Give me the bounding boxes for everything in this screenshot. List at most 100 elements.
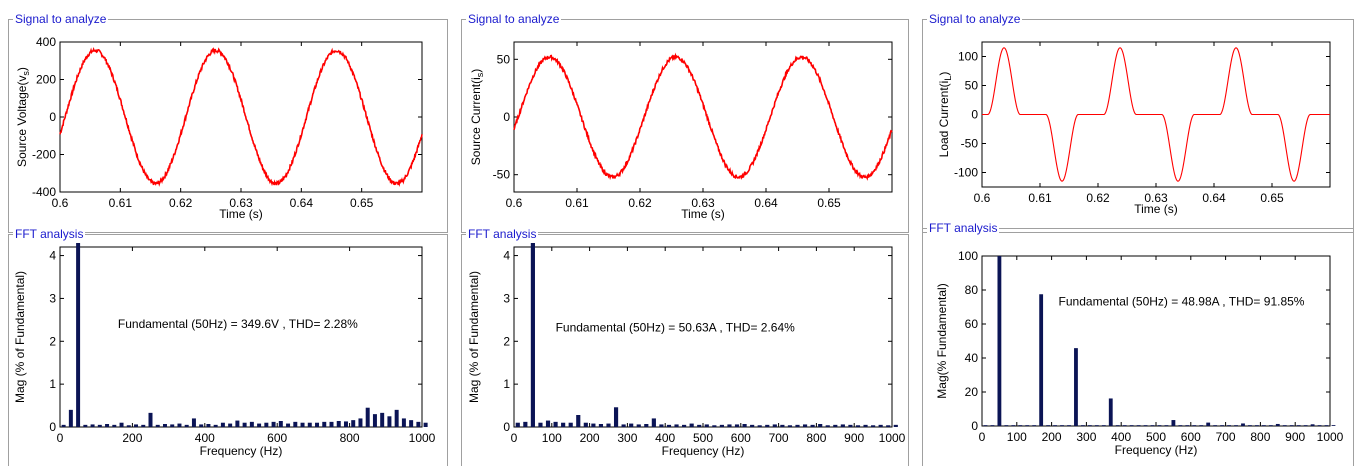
y-tick-label: 0 — [49, 420, 56, 434]
harmonic-bar — [162, 424, 167, 427]
harmonic-bar — [1164, 425, 1169, 426]
harmonic-bar — [170, 424, 175, 427]
harmonic-bar — [810, 424, 815, 427]
harmonic-bar — [68, 409, 73, 427]
harmonic-bar — [855, 425, 861, 427]
harmonic-bar — [126, 425, 131, 427]
y-tick-label: 2 — [49, 334, 56, 348]
time-chart: 0.6 0.61 0.62 0.63 0.64 0.65 100 50 0 -50 -100 Time… — [937, 41, 1331, 216]
harmonic-bar — [636, 424, 641, 427]
x-tick-label: 0.63 — [1144, 191, 1168, 205]
x-tick-label: 0.65 — [1260, 191, 1284, 205]
harmonic-bar — [271, 421, 276, 427]
harmonic-bar — [674, 424, 679, 427]
harmonic-bar — [329, 421, 334, 427]
harmonic-bar — [1025, 425, 1030, 426]
fft-title: FFT analysis — [13, 227, 86, 241]
x-tick-label: 800 — [806, 431, 826, 445]
harmonic-bar — [659, 424, 664, 427]
harmonic-bar — [249, 421, 254, 427]
harmonic-bar — [621, 424, 626, 427]
harmonic-bar — [141, 424, 146, 427]
y-tick-label: 1 — [503, 377, 510, 391]
harmonic-bar — [1094, 425, 1099, 426]
harmonic-bar — [1331, 425, 1336, 426]
x-tick-label: 200 — [122, 431, 142, 445]
harmonic-bar — [213, 424, 218, 427]
y-axis-label-end: ) — [937, 72, 951, 76]
harmonic-bar — [863, 424, 868, 427]
x-tick-label: 800 — [1250, 430, 1270, 444]
harmonic-bar — [651, 418, 656, 427]
x-tick-label: 900 — [1285, 430, 1305, 444]
harmonic-bar — [105, 424, 110, 427]
x-tick-label: 0 — [511, 431, 518, 445]
time-chart: 0.6 0.61 0.62 0.63 0.64 0.65 50 0 -50 Time (s) Sou… — [469, 41, 893, 221]
harmonic-bar — [1046, 425, 1051, 426]
x-tick-label: 200 — [580, 431, 600, 445]
harmonic-bar — [1296, 425, 1301, 426]
y-axis-label-end: ) — [469, 69, 483, 73]
harmonic-bar — [871, 425, 876, 427]
harmonic-bar — [734, 424, 740, 427]
harmonic-bar — [848, 424, 853, 427]
y-tick-label: 0 — [503, 110, 510, 124]
harmonic-bar — [97, 424, 102, 427]
y-axis-label-end: ) — [15, 67, 29, 71]
harmonic-bar — [423, 422, 428, 427]
harmonic-bar — [750, 424, 755, 427]
y-tick-label: -100 — [954, 166, 978, 180]
harmonic-bar — [787, 425, 793, 427]
harmonic-bar — [833, 424, 838, 427]
harmonic-bar — [372, 414, 377, 427]
harmonic-bar — [780, 424, 785, 427]
harmonic-bar — [394, 409, 399, 427]
harmonic-bar — [351, 420, 356, 427]
x-tick-label: 0.65 — [350, 196, 374, 210]
harmonic-bar — [134, 424, 139, 427]
harmonic-bar — [191, 418, 196, 427]
y-tick-label: -50 — [961, 137, 979, 151]
y-axis-label-sub: s — [475, 72, 485, 77]
y-tick-label: 0 — [49, 110, 56, 124]
harmonic-bar — [206, 424, 211, 427]
harmonic-bar — [257, 423, 262, 427]
y-axis-label: Load Current(iL) — [937, 72, 953, 158]
waveform-line — [982, 47, 1330, 182]
harmonic-bar — [1282, 425, 1287, 426]
panel-1-signal-group: Signal to analyze — [8, 12, 448, 233]
harmonic-bar — [772, 424, 777, 427]
harmonic-bar — [293, 421, 298, 427]
harmonic-bar — [990, 425, 995, 426]
harmonic-bar — [401, 418, 406, 427]
harmonic-bar — [61, 424, 66, 427]
harmonic-bar — [1108, 398, 1113, 426]
harmonic-bar — [148, 412, 153, 427]
fft-title: FFT analysis — [927, 221, 1000, 235]
fft-chart: 0 200 400 600 800 1000 4 3 2 1 0 Frequency (Hz) Mag … — [13, 243, 436, 458]
harmonic-bar — [553, 421, 558, 427]
y-axis-label: Source Current(is) — [469, 69, 485, 166]
y-tick-label: -400 — [32, 185, 56, 199]
harmonic-bar — [1018, 425, 1023, 426]
y-axis-label: Mag(% Fundamental) — [935, 283, 949, 398]
y-axis-label: Mag (% of Fundamental) — [13, 271, 27, 403]
y-axis-label: Mag (% of Fundamental) — [467, 271, 481, 403]
harmonic-bar — [757, 425, 762, 427]
y-tick-label: 20 — [965, 385, 979, 399]
x-tick-label: 700 — [769, 431, 789, 445]
y-axis-label-main: Source Current(i — [469, 77, 483, 165]
panel-2-signal-group: Signal to analyze — [461, 12, 909, 233]
harmonic-bar — [1143, 425, 1148, 426]
harmonic-bar — [886, 425, 891, 427]
y-tick-label: 200 — [36, 73, 56, 87]
x-tick-label: 1000 — [879, 431, 906, 445]
harmonic-bar — [1150, 425, 1155, 426]
fundamental-annotation: Fundamental (50Hz) = 349.6V , THD= 2.28% — [118, 317, 358, 331]
harmonic-bar — [818, 424, 823, 427]
x-tick-label: 0.6 — [506, 196, 523, 210]
harmonic-bar — [666, 424, 672, 427]
plot-frame — [513, 246, 893, 428]
y-tick-label: 0 — [503, 420, 510, 434]
harmonic-bar — [1268, 425, 1273, 426]
